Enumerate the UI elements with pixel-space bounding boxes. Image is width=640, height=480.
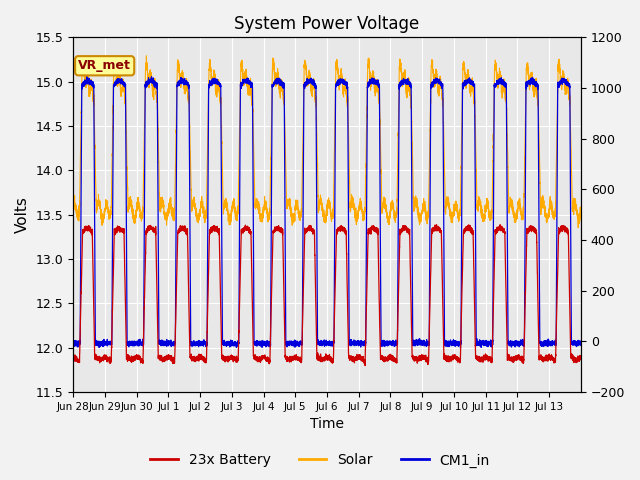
Y-axis label: Volts: Volts — [15, 196, 30, 233]
Text: VR_met: VR_met — [78, 59, 131, 72]
Title: System Power Voltage: System Power Voltage — [234, 15, 420, 33]
Legend: 23x Battery, Solar, CM1_in: 23x Battery, Solar, CM1_in — [145, 448, 495, 473]
X-axis label: Time: Time — [310, 418, 344, 432]
